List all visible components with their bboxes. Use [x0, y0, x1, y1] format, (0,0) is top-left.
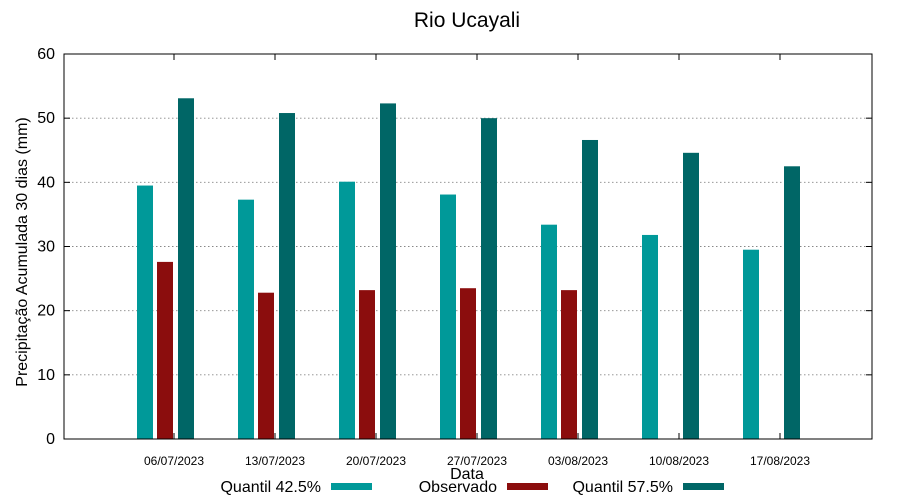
bar-q425-4: [541, 224, 557, 439]
y-tick-label: 20: [37, 303, 55, 320]
chart-title: Rio Ucayali: [414, 9, 520, 32]
x-tick-label: 20/07/2023: [346, 454, 406, 468]
y-tick-label: 0: [46, 431, 55, 448]
bar-q425-6: [743, 249, 759, 439]
y-axis-ticks: 0 10 20 30 40 50 60: [37, 46, 872, 448]
x-axis-label: Data: [450, 466, 484, 483]
x-tick-label: 10/08/2023: [649, 454, 709, 468]
bars: [137, 98, 800, 440]
legend-swatch: [507, 483, 548, 490]
bar-observado-1: [258, 292, 274, 439]
bar-q575-5: [683, 152, 699, 440]
legend-label: Quantil 42.5%: [220, 479, 321, 496]
x-tick-label: 03/08/2023: [548, 454, 608, 468]
bar-q425-0: [137, 185, 153, 439]
legend-label: Observado: [419, 479, 497, 496]
x-tick-label: 27/07/2023: [447, 454, 507, 468]
bar-observado-2: [359, 290, 375, 439]
legend-swatch: [683, 483, 724, 490]
y-tick-label: 30: [37, 239, 55, 256]
y-tick-label: 60: [37, 46, 55, 63]
bar-q575-1: [279, 113, 295, 440]
bar-q575-4: [582, 139, 598, 439]
legend-swatch: [331, 483, 372, 490]
x-tick-label: 13/07/2023: [245, 454, 305, 468]
x-axis-ticks: 06/07/2023 13/07/2023 20/07/2023 27/07/2023…: [144, 54, 810, 468]
y-tick-label: 40: [37, 174, 55, 191]
bar-q425-3: [440, 194, 456, 439]
legend: Quantil 42.5% Observado Quantil 57.5%: [220, 479, 724, 496]
bar-q575-0: [178, 98, 194, 440]
bar-observado-4: [561, 290, 577, 439]
bar-q575-3: [481, 118, 497, 440]
bar-q425-5: [642, 234, 658, 439]
bar-q575-2: [380, 103, 396, 440]
bar-observado-0: [157, 261, 173, 439]
legend-label: Quantil 57.5%: [572, 479, 673, 496]
bar-q425-2: [339, 181, 355, 440]
y-tick-label: 50: [37, 110, 55, 127]
x-tick-label: 06/07/2023: [144, 454, 204, 468]
y-tick-label: 10: [37, 367, 55, 384]
bar-observado-3: [460, 288, 476, 439]
bar-q575-6: [784, 166, 800, 439]
y-axis-label: Precipitação Acumulada 30 dias (mm): [14, 117, 31, 386]
bar-q425-1: [238, 199, 254, 439]
x-tick-label: 17/08/2023: [750, 454, 810, 468]
